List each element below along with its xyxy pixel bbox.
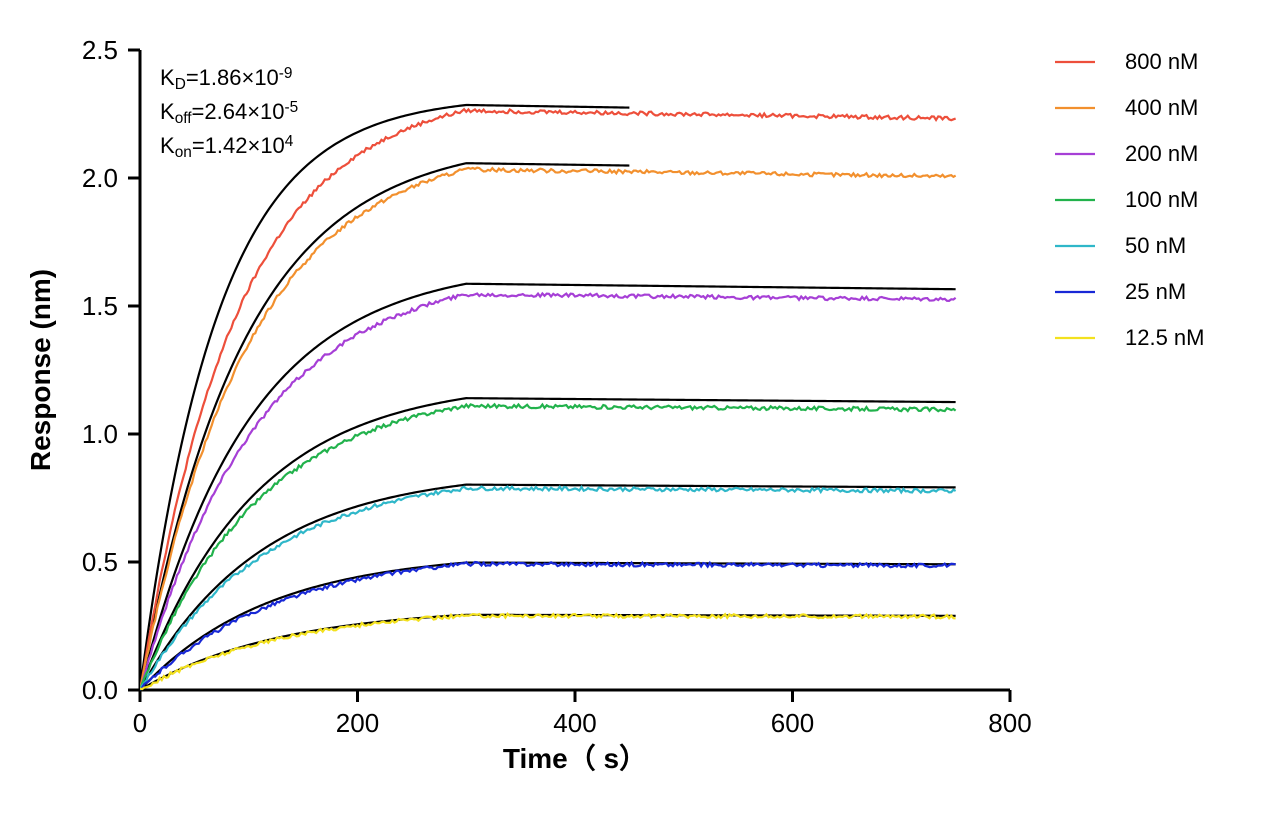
legend-label: 25 nM (1125, 279, 1186, 304)
legend-label: 200 nM (1125, 141, 1198, 166)
kinetics-chart: 0 200 400 600 800 0.0 0.5 1.0 1.5 2.0 2.5 Time（ s） R… (0, 0, 1269, 825)
data-curve (140, 168, 956, 690)
x-tick-label: 600 (771, 708, 814, 738)
x-tick-label: 400 (553, 708, 596, 738)
data-curve (140, 614, 956, 689)
x-axis-label: Time（ s） (503, 742, 647, 774)
y-tick-label: 1.5 (82, 291, 118, 321)
legend-label: 800 nM (1125, 49, 1198, 74)
x-tick-label: 200 (336, 708, 379, 738)
data-curve (140, 562, 956, 690)
y-tick-label: 2.0 (82, 163, 118, 193)
legend-label: 50 nM (1125, 233, 1186, 258)
fit-curve (140, 485, 956, 690)
x-tick-label: 0 (133, 708, 147, 738)
data-curve (140, 404, 956, 690)
fit-curve (140, 615, 956, 690)
y-axis-label: Response (nm) (25, 269, 56, 471)
legend-label: 12.5 nM (1125, 325, 1205, 350)
fit-curve (140, 105, 629, 690)
data-curve (140, 294, 956, 690)
y-tick-label: 2.5 (82, 35, 118, 65)
y-tick-label: 0.5 (82, 547, 118, 577)
y-tick-label: 0.0 (82, 675, 118, 705)
kinetics-annotation: Kon=1.42×104 (160, 133, 294, 161)
kinetics-annotation: KD=1.86×10-9 (160, 65, 292, 93)
legend-label: 400 nM (1125, 95, 1198, 120)
fit-curve (140, 398, 956, 690)
kinetics-annotation: Koff=2.64×10-5 (160, 99, 298, 127)
y-tick-label: 1.0 (82, 419, 118, 449)
x-tick-label: 800 (988, 708, 1031, 738)
data-curve (140, 487, 956, 690)
chart-svg: 0 200 400 600 800 0.0 0.5 1.0 1.5 2.0 2.5 Time（ s） R… (0, 0, 1269, 825)
fit-curve (140, 563, 956, 690)
legend-label: 100 nM (1125, 187, 1198, 212)
